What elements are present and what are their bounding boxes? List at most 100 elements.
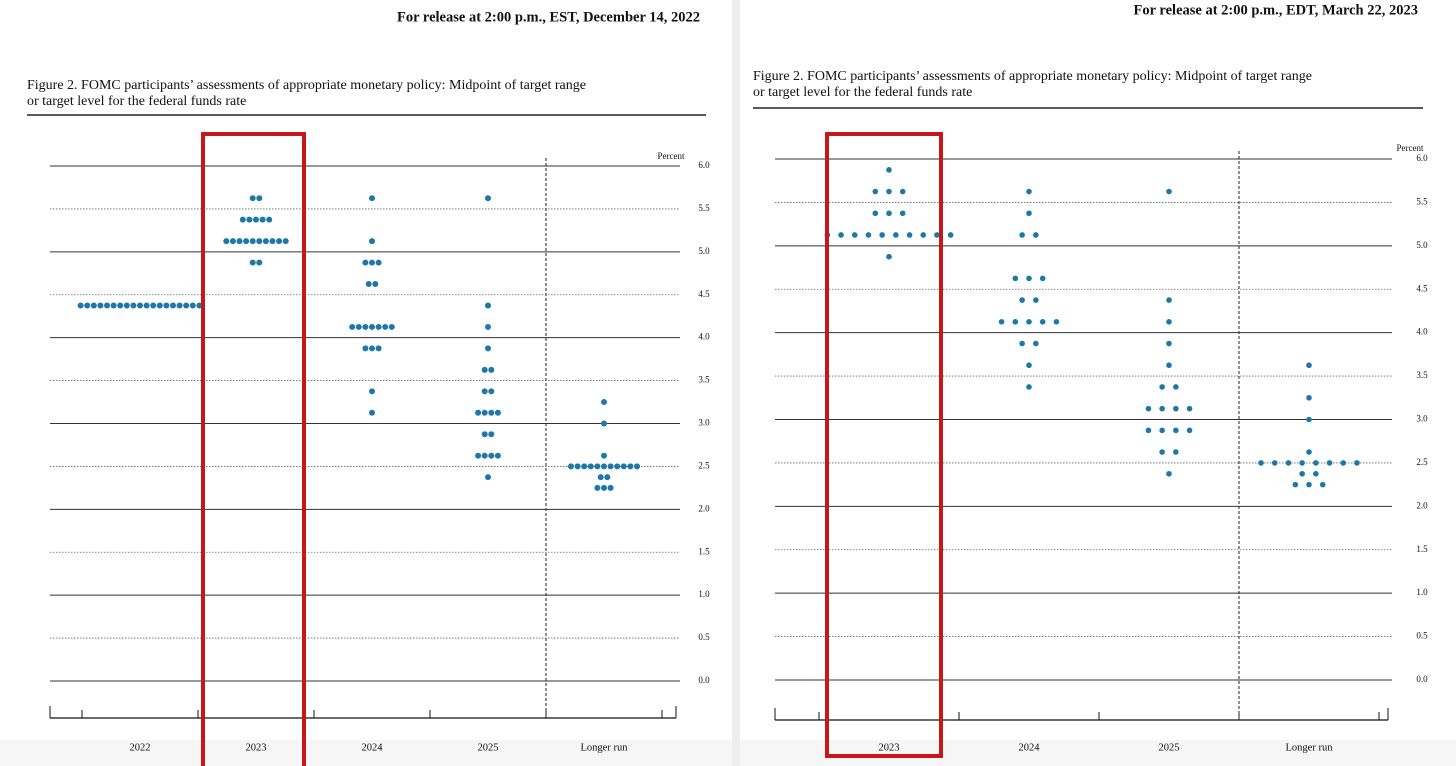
participant-dot (494, 452, 501, 459)
y-tick-label: 4.0 (1416, 327, 1428, 337)
bottom-shade (0, 740, 732, 766)
y-tick-label: 0.5 (698, 632, 710, 642)
participant-dot (249, 259, 256, 266)
participant-dot (117, 302, 124, 309)
participant-dot (196, 302, 203, 309)
x-tick-label: 2022 (130, 742, 151, 753)
y-tick-label: 6.0 (698, 160, 710, 170)
participant-dot (123, 302, 130, 309)
participant-dot (587, 463, 594, 470)
participant-dot (1145, 427, 1152, 434)
dot-plot: For release at 2:00 p.m., EDT, March 22,… (753, 2, 1428, 758)
participant-dot (481, 366, 488, 373)
participant-dot (872, 188, 879, 195)
y-tick-label: 3.0 (698, 418, 710, 428)
participant-dot (369, 259, 375, 266)
participant-dot (236, 238, 243, 245)
participant-dot (243, 238, 250, 245)
y-tick-label: 2.0 (698, 503, 710, 513)
y-tick-label: 2.5 (1416, 457, 1428, 467)
dot-plot: For release at 2:00 p.m., EST, December … (27, 9, 710, 766)
participant-dot (382, 323, 389, 330)
participant-dot (1319, 481, 1326, 488)
figure-title: Figure 2. FOMC participants’ assessments… (753, 69, 1312, 84)
y-tick-label: 3.5 (698, 375, 710, 385)
y-tick-label: 1.0 (1416, 587, 1428, 597)
y-tick-label: 0.0 (698, 675, 710, 685)
participant-dot (90, 302, 97, 309)
y-tick-label: 0.5 (1416, 631, 1428, 641)
participant-dot (1271, 460, 1278, 466)
participant-dot (355, 323, 362, 330)
participant-dot (369, 388, 375, 395)
participant-dot (488, 366, 495, 373)
participant-dot (1166, 362, 1172, 369)
participant-dot (256, 238, 263, 245)
participant-dot (1313, 460, 1319, 466)
participant-dot (183, 302, 190, 309)
participant-dot (259, 216, 266, 223)
participant-dot (282, 238, 289, 245)
y-tick-label: 1.0 (698, 589, 710, 599)
figure-title: or target level for the federal funds ra… (753, 85, 972, 100)
figure-title: Figure 2. FOMC participants’ assessments… (27, 78, 586, 93)
participant-dot (1019, 297, 1025, 303)
x-tick-label: 2025 (478, 742, 499, 753)
participant-dot (239, 216, 246, 223)
participant-dot (1019, 340, 1025, 347)
y-tick-label: 1.5 (1416, 544, 1428, 554)
participant-dot (475, 409, 482, 416)
x-tick-label: 2024 (1019, 742, 1041, 753)
release-line: For release at 2:00 p.m., EDT, March 22,… (1134, 2, 1418, 18)
participant-dot (229, 238, 236, 245)
participant-dot (620, 463, 627, 470)
participant-dot (1166, 297, 1172, 303)
participant-dot (84, 302, 91, 309)
participant-dot (488, 452, 495, 459)
participant-dot (1159, 384, 1165, 390)
y-tick-label: 5.0 (1416, 240, 1428, 250)
participant-dot (375, 259, 382, 266)
participant-dot (1166, 319, 1172, 325)
y-tick-label: 5.5 (698, 203, 710, 213)
participant-dot (886, 253, 892, 260)
participant-dot (481, 409, 488, 416)
participant-dot (369, 323, 375, 330)
participant-dot (1258, 460, 1264, 466)
participant-dot (481, 431, 488, 438)
participant-dot (488, 409, 495, 416)
participant-dot (614, 463, 621, 470)
participant-dot (223, 238, 230, 245)
participant-dot (1306, 481, 1312, 488)
participant-dot (488, 431, 495, 438)
participant-dot (1033, 232, 1039, 238)
participant-dot (1285, 460, 1292, 466)
highlight-box (201, 132, 306, 766)
participant-dot (1039, 319, 1046, 325)
participant-dot (1186, 405, 1193, 412)
participant-dot (1026, 319, 1032, 325)
participant-dot (485, 302, 491, 309)
participant-dot (1306, 416, 1312, 423)
participant-dot (838, 232, 844, 238)
y-axis-label: Percent (658, 151, 685, 161)
participant-dot (1159, 427, 1165, 434)
participant-dot (349, 323, 356, 330)
participant-dot (365, 281, 372, 288)
x-tick-label: 2023 (879, 742, 900, 753)
participant-dot (256, 195, 263, 202)
y-tick-label: 4.5 (698, 289, 710, 299)
participant-dot (1173, 449, 1179, 455)
participant-dot (388, 323, 395, 330)
participant-dot (1159, 449, 1165, 455)
participant-dot (906, 232, 913, 238)
participant-dot (607, 484, 614, 491)
participant-dot (362, 259, 369, 266)
participant-dot (886, 210, 892, 217)
x-tick-label: 2024 (362, 742, 384, 753)
participant-dot (137, 302, 143, 309)
participant-dot (634, 463, 640, 470)
participant-dot (1033, 297, 1039, 303)
y-tick-label: 4.0 (698, 332, 710, 342)
